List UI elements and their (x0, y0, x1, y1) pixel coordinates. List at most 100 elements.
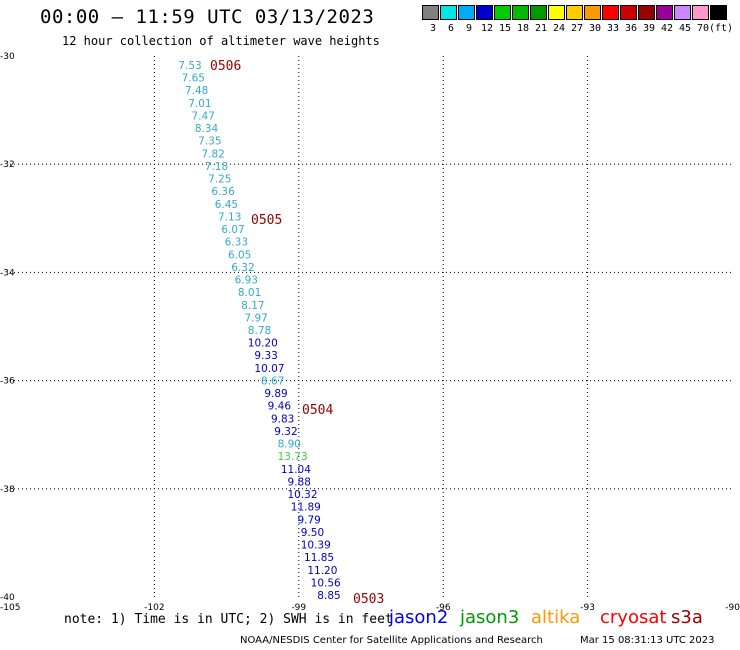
longitude-label: -102 (144, 603, 164, 613)
color-scale-label: 70 (696, 23, 710, 34)
color-swatch (710, 5, 727, 20)
longitude-label: -99 (291, 603, 306, 613)
wave-height-value: 9.83 (271, 413, 294, 425)
wave-height-value: 7.48 (185, 85, 208, 97)
color-swatch (530, 5, 547, 20)
color-swatch (494, 5, 511, 20)
wave-height-value: 11.89 (291, 502, 321, 514)
wave-height-value: 9.33 (254, 350, 277, 362)
satellite-legend-jason3: jason3 (460, 607, 520, 628)
wave-height-value: 8.78 (248, 325, 271, 337)
wave-height-value: 7.18 (205, 161, 228, 173)
color-swatch (602, 5, 619, 20)
wave-height-value: 7.97 (244, 312, 267, 324)
wave-height-value: 8.17 (241, 300, 264, 312)
longitude-label: -96 (436, 603, 451, 613)
wave-height-value: 9.32 (274, 426, 297, 438)
wave-height-value: 9.89 (264, 388, 287, 400)
color-scale-label: 27 (570, 23, 584, 34)
wave-height-value: 10.39 (301, 540, 331, 552)
wave-height-value: 11.20 (307, 565, 337, 577)
wave-height-value: 7.35 (198, 136, 221, 148)
wave-height-value: 9.79 (297, 514, 320, 526)
color-scale-label: 45 (678, 23, 692, 34)
color-scale-label: 18 (516, 23, 530, 34)
color-scale-label: 24 (552, 23, 566, 34)
wave-height-value: 7.53 (178, 60, 201, 72)
generated-timestamp: Mar 15 08:31:13 UTC 2023 (580, 635, 715, 646)
time-label: 0505 (251, 213, 282, 228)
wave-height-value: 9.46 (268, 401, 292, 413)
wave-height-value: 6.32 (231, 262, 254, 274)
wave-height-value: 7.13 (218, 211, 241, 223)
time-label: 0506 (210, 59, 241, 74)
latitude-label: -38 (0, 485, 15, 495)
color-scale-label: 39 (642, 23, 656, 34)
wave-height-value: 10.56 (311, 577, 341, 589)
color-swatch (692, 5, 709, 20)
satellite-legend-cryosat: cryosat (600, 607, 667, 628)
wave-height-value: 7.82 (201, 148, 224, 160)
color-swatch (422, 5, 439, 20)
wave-height-value: 11.04 (281, 464, 311, 476)
satellite-legend-altika: altika (531, 607, 581, 628)
color-swatch (566, 5, 583, 20)
color-scale-label: 33 (606, 23, 620, 34)
time-label: 0504 (302, 403, 333, 418)
color-scale-label: 3 (429, 23, 437, 34)
wave-height-value: 8.67 (261, 375, 284, 387)
credit-text: NOAA/NESDIS Center for Satellite Applica… (240, 635, 543, 646)
wave-height-value: 8.34 (195, 123, 219, 135)
color-scale-label: 42 (660, 23, 674, 34)
longitude-label: -90 (725, 603, 740, 613)
longitude-label: -93 (580, 603, 595, 613)
wave-height-value: 7.47 (192, 110, 215, 122)
time-label: 0503 (353, 592, 384, 607)
color-scale-label: 21 (534, 23, 548, 34)
color-scale-label: (ft) (708, 23, 734, 34)
wave-height-value: 9.88 (288, 476, 311, 488)
color-scale-label: 15 (498, 23, 512, 34)
color-scale-label: 36 (624, 23, 638, 34)
wave-height-value: 7.25 (208, 174, 231, 186)
wave-height-value: 6.36 (211, 186, 235, 198)
wave-height-value: 6.05 (228, 249, 251, 261)
latitude-label: -36 (0, 377, 15, 387)
satellite-legend-jason2: jason2 (389, 607, 449, 628)
color-swatch (638, 5, 655, 20)
wave-height-value: 7.01 (188, 98, 211, 110)
color-scale-label: 9 (465, 23, 473, 34)
color-scale-label: 6 (447, 23, 455, 34)
wave-height-value: 10.32 (287, 489, 317, 501)
wave-height-value: 9.50 (301, 527, 324, 539)
color-swatch (620, 5, 637, 20)
color-swatch (674, 5, 691, 20)
latitude-label: -34 (0, 268, 15, 278)
wave-height-value: 6.07 (221, 224, 244, 236)
wave-height-value: 6.33 (225, 237, 248, 249)
color-swatch (458, 5, 475, 20)
wave-height-value: 10.07 (254, 363, 284, 375)
wave-height-value: 13.73 (278, 451, 308, 463)
latitude-label: -30 (0, 52, 15, 62)
page-subtitle: 12 hour collection of altimeter wave hei… (62, 34, 380, 48)
latitude-label: -40 (0, 593, 15, 603)
wave-height-value: 8.01 (238, 287, 261, 299)
color-scale-label: 30 (588, 23, 602, 34)
color-swatch (584, 5, 601, 20)
wave-height-value: 8.90 (278, 439, 301, 451)
page-title: 00:00 – 11:59 UTC 03/13/2023 (40, 6, 375, 28)
longitude-label: -105 (0, 603, 20, 613)
color-swatch (656, 5, 673, 20)
color-swatch (548, 5, 565, 20)
satellite-legend-s3a: s3a (671, 607, 703, 628)
wave-height-value: 6.45 (215, 199, 238, 211)
wave-height-value: 11.85 (304, 552, 334, 564)
wave-height-value: 7.65 (182, 73, 205, 85)
color-scale-label: 12 (480, 23, 494, 34)
wave-height-value: 10.20 (248, 338, 278, 350)
wave-height-value: 6.93 (235, 275, 258, 287)
latitude-label: -32 (0, 160, 15, 170)
